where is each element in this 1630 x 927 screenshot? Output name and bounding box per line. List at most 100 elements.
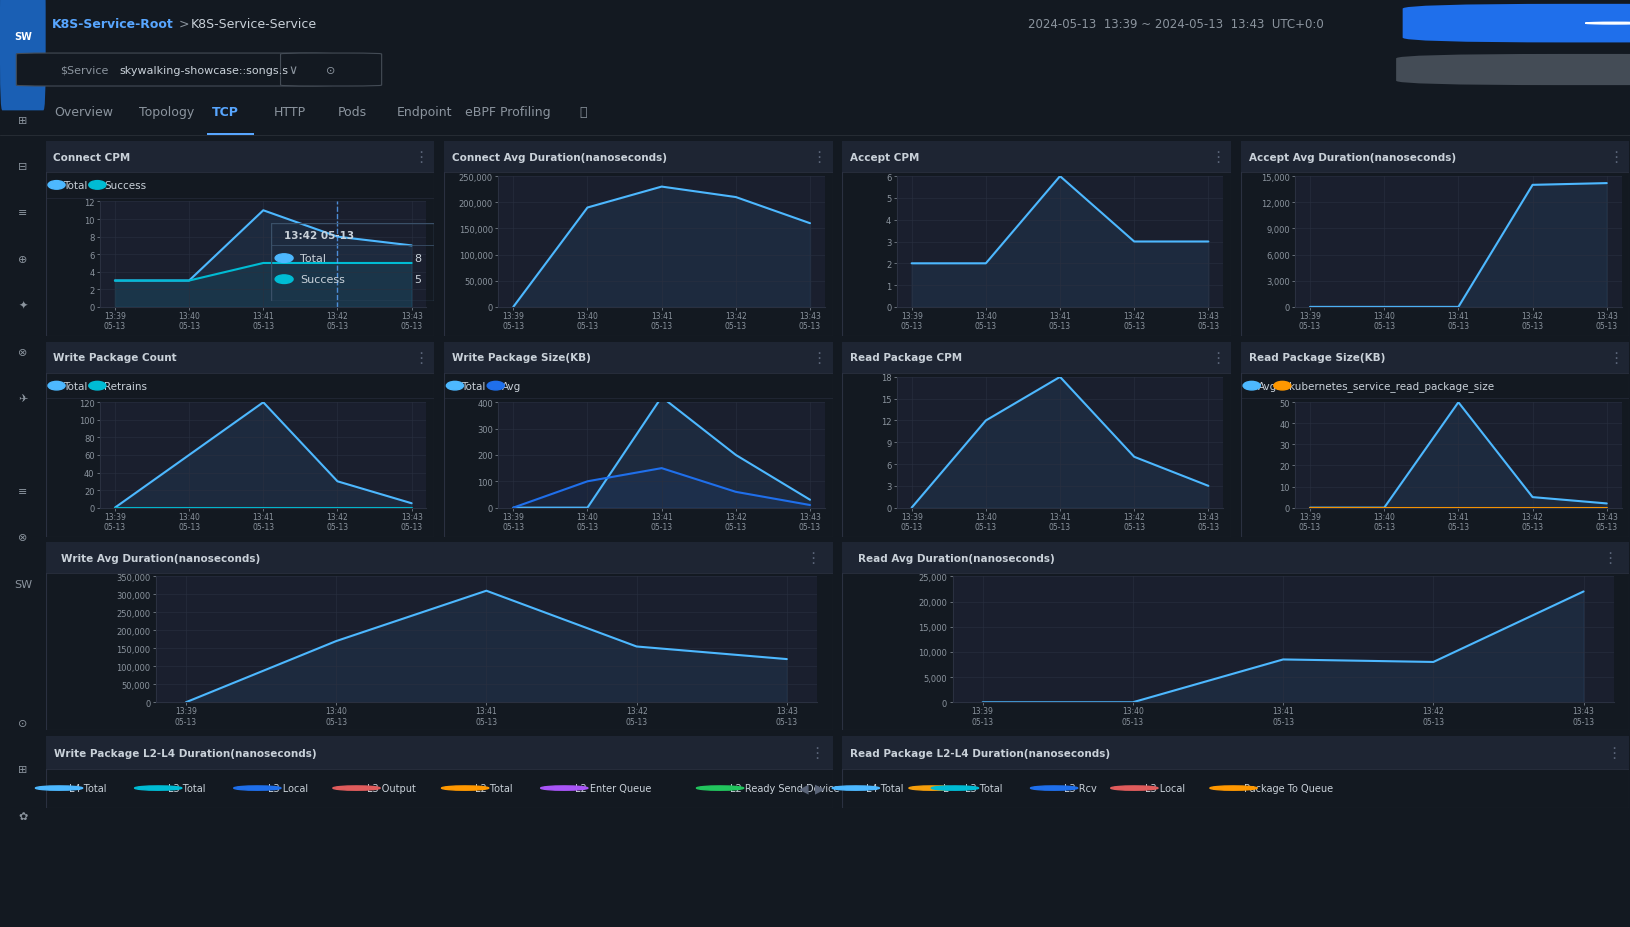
Text: ⊙: ⊙	[18, 718, 28, 728]
Text: Accept Avg Duration(nanoseconds): Accept Avg Duration(nanoseconds)	[1249, 152, 1456, 162]
Text: Total: Total	[300, 254, 326, 264]
Text: L2 Ready Send Device: L2 Ready Send Device	[730, 783, 839, 794]
Text: kubernetes_service_read_package_size: kubernetes_service_read_package_size	[1288, 381, 1493, 392]
Circle shape	[696, 786, 743, 791]
Text: L4 Total: L4 Total	[68, 783, 106, 794]
Text: skywalking-showcase::songs.s: skywalking-showcase::songs.s	[119, 66, 289, 75]
Text: L2 Enter Queue: L2 Enter Queue	[574, 783, 650, 794]
Text: ⋮: ⋮	[805, 551, 820, 565]
Text: L3 Local: L3 Local	[1144, 783, 1183, 794]
Text: Write Avg Duration(nanoseconds): Write Avg Duration(nanoseconds)	[62, 552, 261, 563]
Text: L3 Total: L3 Total	[965, 783, 1002, 794]
Circle shape	[36, 786, 83, 791]
Circle shape	[88, 182, 106, 190]
Text: Success: Success	[104, 181, 147, 191]
Bar	[46, 342, 434, 374]
Text: ≡: ≡	[18, 209, 28, 218]
Text: L3 Local: L3 Local	[267, 783, 308, 794]
Text: 13:42 05-13: 13:42 05-13	[284, 231, 354, 240]
Text: ⊕: ⊕	[18, 255, 28, 264]
Text: SW: SW	[13, 579, 33, 589]
Bar	[1240, 342, 1628, 374]
Circle shape	[275, 275, 293, 285]
Text: L: L	[942, 783, 947, 794]
Text: L3 Rcv: L3 Rcv	[1064, 783, 1097, 794]
Text: TCP: TCP	[212, 107, 238, 120]
Circle shape	[333, 786, 380, 791]
Text: 5: 5	[414, 275, 421, 285]
Text: Read Package CPM: Read Package CPM	[849, 353, 962, 363]
Circle shape	[831, 786, 879, 791]
Circle shape	[931, 786, 978, 791]
Text: SW: SW	[15, 32, 31, 42]
Text: L3 Total: L3 Total	[168, 783, 205, 794]
Text: Total: Total	[461, 381, 486, 391]
Text: ⋮: ⋮	[1607, 350, 1622, 365]
Circle shape	[442, 786, 489, 791]
Text: L2 Total: L2 Total	[474, 783, 513, 794]
Text: Endpoint: Endpoint	[396, 107, 452, 120]
Bar	[841, 736, 1628, 768]
Bar	[841, 142, 1231, 173]
Bar	[841, 342, 1231, 374]
Text: Avg: Avg	[1257, 381, 1276, 391]
Text: Read Package Size(KB): Read Package Size(KB)	[1249, 353, 1384, 363]
Text: ⋮: ⋮	[1209, 150, 1224, 165]
Text: 8: 8	[414, 254, 421, 264]
Text: ∨: ∨	[289, 64, 298, 77]
Text: ⋮: ⋮	[412, 150, 429, 165]
FancyBboxPatch shape	[1402, 5, 1630, 44]
Text: Total: Total	[64, 181, 88, 191]
Bar	[841, 543, 1628, 573]
Text: 📋: 📋	[579, 107, 587, 120]
Bar	[46, 736, 831, 768]
Text: ≡: ≡	[18, 487, 28, 496]
Text: ⊟: ⊟	[18, 162, 28, 171]
Text: ✦: ✦	[18, 301, 28, 311]
Bar	[207, 133, 254, 136]
Text: K8S-Service-Root: K8S-Service-Root	[52, 18, 174, 31]
Text: ▶: ▶	[815, 781, 825, 794]
Text: Read Package L2-L4 Duration(nanoseconds): Read Package L2-L4 Duration(nanoseconds)	[849, 748, 1110, 758]
Text: Topology: Topology	[139, 107, 194, 120]
Text: ⊗: ⊗	[18, 348, 28, 357]
Text: Write Package Count: Write Package Count	[54, 353, 178, 363]
Text: Retrains: Retrains	[104, 381, 147, 391]
Text: ⋮: ⋮	[1606, 745, 1620, 760]
Circle shape	[275, 255, 293, 263]
Text: ⊙: ⊙	[326, 66, 336, 75]
Circle shape	[1209, 786, 1257, 791]
Text: ⋮: ⋮	[808, 745, 825, 760]
Text: ✿: ✿	[18, 811, 28, 820]
Circle shape	[1273, 382, 1289, 390]
Text: 2024-05-13  13:39 ~ 2024-05-13  13:43  UTC+0:0: 2024-05-13 13:39 ~ 2024-05-13 13:43 UTC+…	[1027, 18, 1322, 31]
Bar	[46, 142, 434, 173]
Circle shape	[447, 382, 463, 390]
Bar	[443, 342, 831, 374]
Text: L3 Output: L3 Output	[367, 783, 416, 794]
Text: Accept CPM: Accept CPM	[849, 152, 919, 162]
Circle shape	[88, 382, 106, 390]
Text: Success: Success	[300, 275, 346, 285]
Circle shape	[540, 786, 587, 791]
Circle shape	[1110, 786, 1157, 791]
Text: ✈: ✈	[18, 394, 28, 403]
Text: HTTP: HTTP	[274, 107, 306, 120]
Text: ⋮: ⋮	[1601, 551, 1617, 565]
Text: ⋮: ⋮	[412, 350, 429, 365]
Text: Avg: Avg	[502, 381, 522, 391]
Text: Connect Avg Duration(nanoseconds): Connect Avg Duration(nanoseconds)	[452, 152, 667, 162]
Bar	[1240, 142, 1628, 173]
Text: ⋮: ⋮	[1209, 350, 1224, 365]
Text: ⋮: ⋮	[812, 350, 826, 365]
FancyBboxPatch shape	[16, 54, 334, 87]
FancyBboxPatch shape	[1395, 55, 1630, 86]
Circle shape	[1242, 382, 1260, 390]
Text: ⋮: ⋮	[812, 150, 826, 165]
Circle shape	[135, 786, 181, 791]
Text: $Service: $Service	[60, 66, 109, 75]
Text: Write Package L2-L4 Duration(nanoseconds): Write Package L2-L4 Duration(nanoseconds…	[54, 748, 316, 758]
Text: eBPF Profiling: eBPF Profiling	[465, 107, 549, 120]
Text: ⊞: ⊞	[18, 116, 28, 125]
Text: ⋮: ⋮	[1607, 150, 1622, 165]
